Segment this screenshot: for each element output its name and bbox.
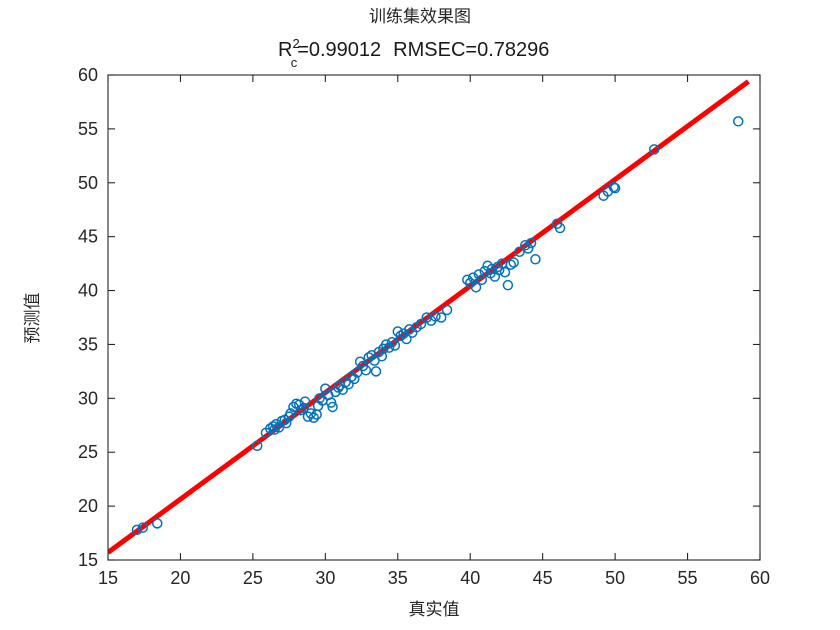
scatter-point [363,352,375,363]
x-tick-label: 50 [605,568,625,588]
scatter-point [473,269,485,280]
subtitle-r-superscript: 2 [292,36,299,51]
x-axis-title: 真实值 [409,600,460,619]
y-tick-label: 30 [78,388,98,408]
scatter-point [270,418,282,430]
scatter-point [502,279,514,291]
scatter-point [360,365,372,376]
scatter-point [314,393,325,404]
scatter-point [493,264,505,276]
axes-box [107,74,761,561]
scatter-point [525,237,537,249]
subtitle-r-symbol: R [278,39,292,61]
scatter-point [441,304,453,316]
x-tick-label: 60 [750,568,770,588]
scatter-point [370,366,382,377]
subtitle-r-subscript: c [291,55,298,70]
scatter-point [298,402,309,414]
scatter-point [308,412,319,423]
scatter-point [505,259,517,270]
scatter-point [131,524,143,536]
scatter-point [295,404,306,416]
y-tick-label: 55 [78,119,98,139]
y-tick-label: 50 [78,173,98,193]
x-tick-label: 15 [98,568,118,588]
scatter-point [152,518,163,529]
scatter-point [137,522,149,533]
scatter-markers-group [131,116,744,536]
x-tick-label: 25 [243,568,263,588]
y-axis-tick-labels: 15 20 25 30 35 40 45 50 55 60 [78,65,98,570]
axis-tick-marks [107,74,761,561]
scatter-point [520,240,531,251]
scatter-point [327,401,338,413]
scatter-point [285,408,296,419]
scatter-point [386,337,398,348]
scatter-point [499,266,511,278]
scatter-point [609,182,621,194]
scatter-point [522,243,534,254]
scatter-point [508,257,519,268]
scatter-point [470,282,482,293]
scatter-point [376,351,388,362]
scatter-point [479,265,490,277]
x-tick-label: 30 [315,568,335,588]
x-axis-tick-labels: 15 20 25 30 35 40 45 50 55 60 [98,568,770,588]
scatter-point [554,222,566,234]
scatter-point [401,333,412,345]
scatter-point [648,144,660,155]
x-tick-label: 40 [460,568,480,588]
scatter-point [340,376,351,388]
scatter-point [733,116,744,127]
plot-area [107,74,761,561]
chart-subtitle: R2 c=0.99012 RMSEC=0.78296 [278,36,549,70]
chart-title: 训练集效果图 [369,7,471,26]
scatter-point [462,274,473,286]
y-tick-label: 40 [78,281,98,301]
y-axis-title: 预测值 [23,293,42,344]
y-tick-label: 45 [78,227,98,247]
scatter-point [430,311,441,322]
scatter-point [325,397,337,408]
y-tick-label: 15 [78,550,98,570]
x-tick-label: 20 [170,568,190,588]
scatter-point [395,330,406,342]
scatter-point [530,254,541,265]
scatter-point [349,373,360,385]
scatter-point [415,318,427,330]
y-tick-label: 60 [78,65,98,85]
scatter-point [299,396,311,407]
subtitle-rmsec: RMSEC=0.78296 [393,39,549,61]
scatter-point [404,324,415,335]
scatter-point [389,340,401,351]
x-tick-label: 45 [533,568,553,588]
y-tick-label: 25 [78,442,98,462]
x-tick-label: 55 [678,568,698,588]
scatter-point [280,417,292,429]
scatter-point [608,181,619,193]
subtitle-r-value: =0.99012 [297,39,381,61]
scatter-point [251,440,263,452]
x-tick-label: 35 [388,568,408,588]
scatter-point [383,342,395,353]
scatter-point [320,383,331,394]
scatter-point [514,246,525,258]
y-tick-label: 35 [78,334,98,354]
scatter-point [435,312,447,323]
y-tick-label: 20 [78,496,98,516]
